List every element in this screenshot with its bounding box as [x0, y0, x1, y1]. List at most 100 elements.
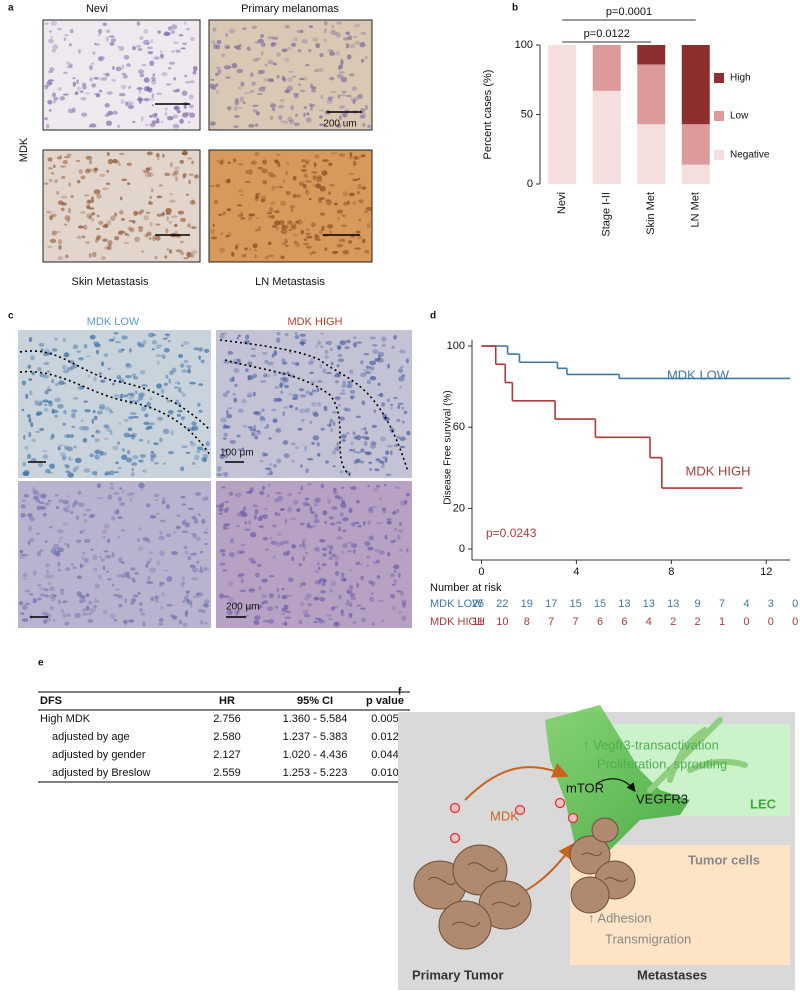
texture [228, 66, 232, 69]
texture [349, 590, 353, 594]
texture [353, 436, 357, 440]
texture [226, 390, 230, 394]
texture [50, 20, 57, 26]
texture [46, 210, 52, 214]
texture [72, 363, 78, 369]
texture [391, 605, 396, 611]
texture [241, 447, 245, 452]
texture [261, 485, 265, 491]
texture [92, 567, 98, 572]
risk-cell: 8 [524, 616, 530, 628]
texture [366, 564, 369, 567]
texture [391, 583, 396, 586]
texture [267, 174, 271, 177]
texture [395, 486, 400, 489]
texture [341, 486, 345, 490]
texture [280, 185, 283, 189]
texture [348, 73, 355, 77]
texture [347, 35, 353, 41]
diagram-label: VEGFR3 [636, 791, 688, 806]
texture [352, 178, 359, 182]
texture [171, 24, 178, 30]
texture [372, 349, 379, 355]
texture [381, 402, 386, 407]
texture [120, 84, 127, 90]
texture [254, 615, 261, 620]
texture [189, 80, 195, 84]
texture [393, 396, 398, 400]
texture [309, 506, 313, 512]
texture [188, 179, 191, 185]
texture [25, 393, 29, 399]
texture [294, 361, 300, 367]
table-cell: 1.360 - 5.584 [283, 713, 348, 725]
texture [349, 449, 353, 452]
texture [189, 440, 194, 444]
texture [42, 399, 49, 403]
texture [393, 334, 398, 340]
texture [317, 380, 323, 383]
x-tick-label: Stage I-II [601, 192, 613, 237]
texture [391, 596, 395, 600]
texture [239, 96, 245, 103]
texture [66, 433, 71, 439]
texture [263, 507, 268, 511]
texture [137, 395, 144, 401]
diagram-label: Tumor cells [688, 852, 760, 867]
texture [305, 245, 313, 249]
texture [326, 224, 334, 229]
texture [167, 340, 171, 343]
texture [340, 613, 345, 617]
texture [187, 555, 192, 561]
texture [64, 34, 69, 37]
texture [89, 77, 93, 82]
texture [290, 226, 297, 230]
texture [152, 57, 159, 60]
texture [62, 522, 69, 527]
texture [62, 600, 68, 604]
texture [142, 469, 147, 473]
texture [128, 416, 134, 420]
texture [250, 347, 256, 351]
texture [126, 101, 134, 106]
texture [150, 450, 154, 454]
texture [187, 157, 193, 160]
texture [315, 42, 321, 49]
texture [251, 431, 256, 437]
texture [323, 28, 328, 34]
texture [232, 393, 236, 396]
texture [363, 353, 370, 356]
texture [149, 221, 153, 227]
texture [145, 503, 151, 508]
texture [254, 254, 257, 259]
risk-cell: 1 [719, 616, 725, 628]
texture [156, 599, 159, 604]
texture [262, 600, 268, 605]
texture [31, 438, 36, 443]
texture [340, 609, 344, 615]
texture [165, 247, 170, 251]
texture [26, 414, 31, 418]
bar-segment [548, 45, 577, 184]
texture [313, 518, 320, 524]
texture [254, 151, 260, 157]
texture [93, 76, 99, 80]
texture [324, 341, 328, 345]
texture [316, 387, 320, 393]
texture [58, 244, 62, 250]
texture [244, 368, 249, 373]
texture [174, 386, 178, 389]
texture [253, 436, 258, 440]
texture [152, 235, 156, 242]
texture [176, 414, 181, 417]
texture [87, 600, 93, 605]
texture [250, 160, 257, 165]
texture [36, 411, 43, 416]
texture [226, 208, 232, 212]
texture [336, 73, 344, 79]
texture [337, 353, 343, 358]
texture [248, 587, 256, 594]
texture [256, 92, 263, 96]
texture [166, 603, 173, 607]
texture [289, 204, 295, 209]
